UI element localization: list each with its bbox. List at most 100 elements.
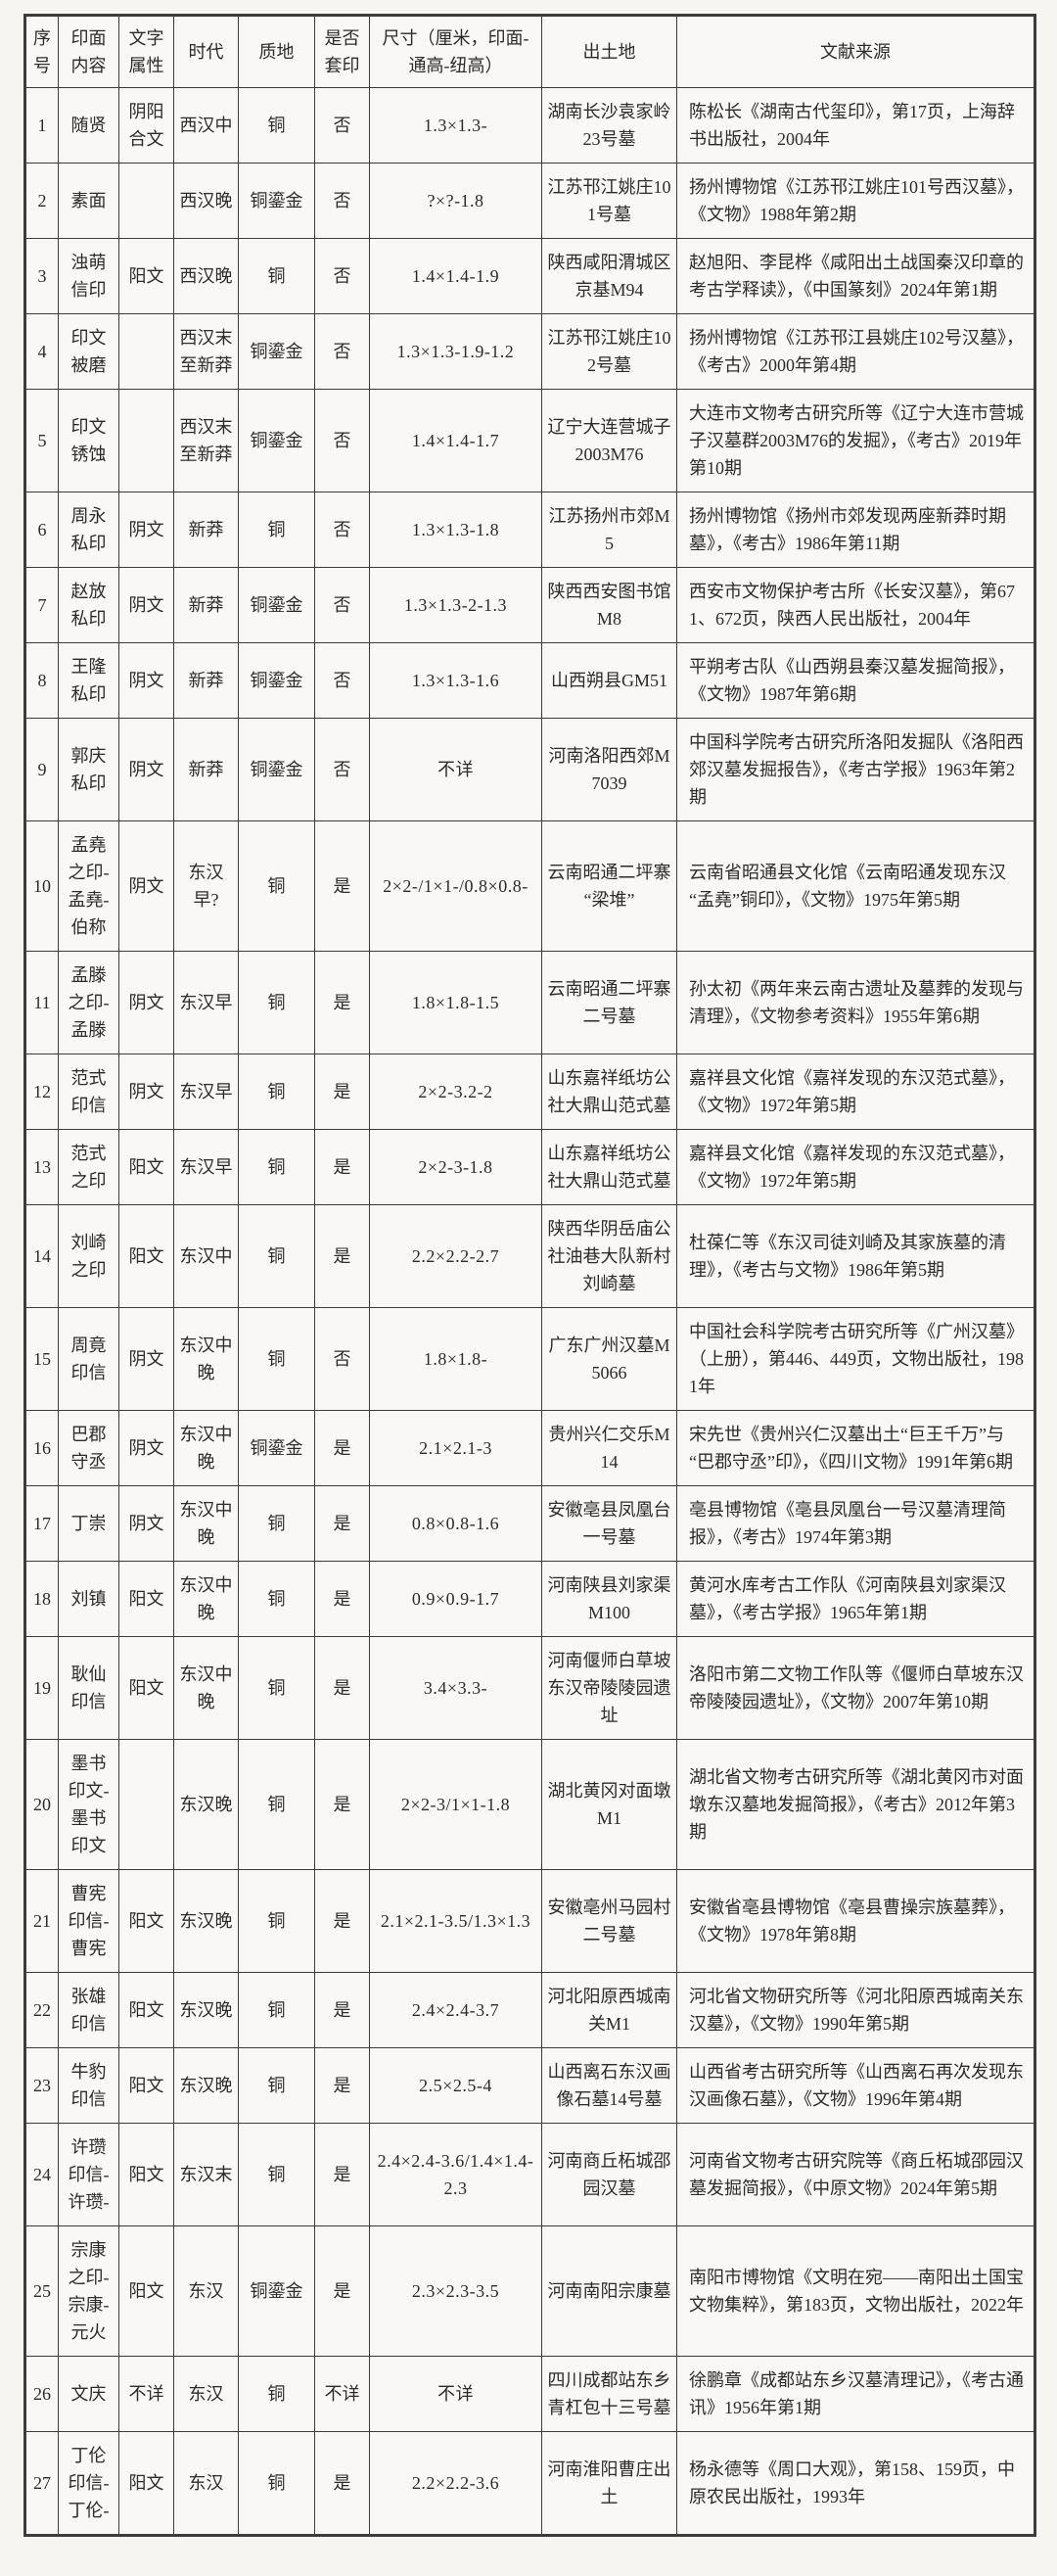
column-header-era: 时代 [173,15,239,88]
cell-number: 8 [24,642,59,719]
table-row-2: 2 素面 西汉晚 铜鎏金否 ?×?-1.8 江苏邗江姚庄101号墓 扬州博物馆《江苏邗江姚庄… [24,163,1035,239]
cell-script-attribute: 阴文 [118,718,174,821]
cell-script-attribute [118,313,174,390]
cell-number: 21 [24,1869,59,1973]
cell-script-attribute [118,1739,174,1870]
cell-material: 铜鎏金 [238,163,315,239]
cell-site: 陕西华阴岳庙公社油巷大队新村刘崎墓 [541,1204,677,1308]
cell-site: 湖南长沙袁家岭23号墓 [541,87,677,164]
cell-size: 1.3×1.3-1.9-1.2 [369,313,542,390]
cell-site: 河南陕县刘家渠M100 [541,1561,677,1637]
cell-nested: 是 [314,1869,370,1973]
table-row-6: 6 周永私印 阴文 新莽铜否 1.3×1.3-1.8 江苏扬州市郊M5 扬州博物馆《扬州市郊… [24,492,1035,568]
cell-source: 黄河水库考古工作队《河南陕县刘家渠汉墓》，《考古学报》1965年第1期 [676,1561,1035,1637]
cell-size: 不详 [369,2356,542,2432]
cell-script-attribute: 阳文 [118,1972,174,2048]
cell-content: 刘崎之印 [58,1204,119,1308]
table-row-25: 25 宗康之印-宗康-元火 阳文 东汉 铜鎏金是 2.3×2.3-3.5 河南南阳宗康墓 南阳… [24,2225,1035,2357]
cell-number: 6 [24,492,59,568]
column-header-content: 印面内容 [58,15,119,88]
cell-content: 王隆私印 [58,642,119,719]
cell-number: 11 [24,951,59,1054]
cell-number: 2 [24,163,59,239]
cell-content: 耿仙印信 [58,1636,119,1740]
cell-size: 2.2×2.2-2.7 [369,1204,542,1308]
cell-era: 东汉中 [173,1204,239,1308]
cell-nested: 是 [314,951,370,1054]
cell-era: 新莽 [173,642,239,719]
cell-nested: 是 [314,1204,370,1308]
cell-era: 西汉晚 [173,238,239,314]
cell-site: 河南洛阳西郊M7039 [541,718,677,821]
cell-size: 2×2-3-1.8 [369,1129,542,1205]
cell-source: 嘉祥县文化馆《嘉祥发现的东汉范式墓》，《文物》1972年第5期 [676,1054,1035,1130]
cell-era: 东汉 [173,2225,239,2357]
cell-source: 杜葆仁等《东汉司徒刘崎及其家族墓的清理》，《考古与文物》1986年第5期 [676,1204,1035,1308]
cell-site: 四川成都站东乡青杠包十三号墓 [541,2356,677,2432]
cell-script-attribute: 不详 [118,2356,174,2432]
cell-size: 2.1×2.1-3 [369,1410,542,1486]
cell-nested: 否 [314,718,370,821]
cell-content: 许瓒印信-许瓒- [58,2123,119,2226]
cell-source: 中国社会科学院考古研究所等《广州汉墓》（上册），第446、449页，文物出版社，… [676,1307,1035,1411]
cell-material: 铜 [238,1739,315,1870]
cell-nested: 是 [314,1972,370,2048]
cell-material: 铜 [238,951,315,1054]
cell-site: 安徽亳州马园村二号墓 [541,1869,677,1973]
cell-size: 2.4×2.4-3.6/1.4×1.4-2.3 [369,2123,542,2226]
table-row-8: 8 王隆私印 阴文 新莽 铜鎏金否 1.3×1.3-1.6 山西朔县GM51 平朔考古队《山西… [24,642,1035,719]
cell-site: 江苏邗江姚庄101号墓 [541,163,677,239]
table-row-12: 12 范式印信 阴文 东汉早铜是 2×2-3.2-2 山东嘉祥纸坊公社大鼎山范式墓 嘉祥县文… [24,1054,1035,1130]
table-header-row: 序号 印面内容 文字属性 时代 质地 是否套印 尺寸（厘米，印面-通高-纽高） 出土地 文献来源 [24,15,1035,88]
cell-number: 4 [24,313,59,390]
cell-era: 东汉晚 [173,2047,239,2124]
cell-script-attribute: 阴文 [118,1307,174,1411]
cell-size: 1.3×1.3-1.8 [369,492,542,568]
cell-era: 东汉早? [173,820,239,952]
column-header-number: 序号 [24,15,59,88]
cell-content: 刘镇 [58,1561,119,1637]
seal-catalog-table: 序号 印面内容 文字属性 时代 质地 是否套印 尺寸（厘米，印面-通高-纽高） 出土地 文献来源… [23,14,1036,2537]
cell-source: 嘉祥县文化馆《嘉祥发现的东汉范式墓》，《文物》1972年第5期 [676,1129,1035,1205]
cell-size: 2.1×2.1-3.5/1.3×1.3 [369,1869,542,1973]
cell-number: 9 [24,718,59,821]
cell-nested: 是 [314,1410,370,1486]
table-row-9: 9 郭庆私印 阴文 新莽 铜鎏金否不详 河南洛阳西郊M7039 中国科学院考古研究所洛阳发掘… [24,718,1035,821]
cell-content: 印文被磨 [58,313,119,390]
cell-era: 东汉晚 [173,1869,239,1973]
cell-site: 贵州兴仁交乐M14 [541,1410,677,1486]
cell-era: 东汉中晚 [173,1307,239,1411]
cell-source: 河南省文物考古研究院等《商丘柘城邵园汉墓发掘简报》，《中原文物》2024年第5期 [676,2123,1035,2226]
cell-material: 铜鎏金 [238,389,315,492]
cell-nested: 是 [314,1739,370,1870]
cell-nested: 否 [314,567,370,643]
cell-source: 河北省文物研究所等《河北阳原西城南关东汉墓》，《文物》1990年第5期 [676,1972,1035,2048]
cell-era: 新莽 [173,492,239,568]
cell-script-attribute: 阴文 [118,1410,174,1486]
cell-site: 河北阳原西城南关M1 [541,1972,677,2048]
cell-size: 2.3×2.3-3.5 [369,2225,542,2357]
cell-nested: 是 [314,2123,370,2226]
cell-content: 孟滕之印-孟滕 [58,951,119,1054]
table-row-14: 14 刘崎之印 阳文 东汉中铜是 2.2×2.2-2.7 陕西华阴岳庙公社油巷大队新村刘崎… [24,1204,1035,1308]
cell-number: 16 [24,1410,59,1486]
cell-era: 东汉中晚 [173,1636,239,1740]
cell-site: 山东嘉祥纸坊公社大鼎山范式墓 [541,1054,677,1130]
cell-era: 新莽 [173,567,239,643]
table-body: 1 随贤 阴阳合文 西汉中铜否 1.3×1.3- 湖南长沙袁家岭23号墓 陈松长《湖南古代玺… [24,87,1035,2536]
cell-content: 周竟印信 [58,1307,119,1411]
cell-number: 3 [24,238,59,314]
table-row-21: 21 曹宪印信-曹宪 阳文 东汉晚铜是 2.1×2.1-3.5/1.3×1.3 安徽亳州马… [24,1869,1035,1973]
cell-number: 13 [24,1129,59,1205]
cell-era: 西汉末至新莽 [173,313,239,390]
cell-material: 铜 [238,1561,315,1637]
cell-nested: 不详 [314,2356,370,2432]
cell-source: 安徽省亳县博物馆《亳县曹操宗族墓葬》，《文物》1978年第8期 [676,1869,1035,1973]
cell-script-attribute: 阴文 [118,567,174,643]
cell-nested: 是 [314,2431,370,2536]
cell-source: 西安市文物保护考古所《长安汉墓》，第671、672页，陕西人民出版社，2004年 [676,567,1035,643]
cell-nested: 是 [314,2225,370,2357]
cell-era: 东汉 [173,2431,239,2536]
cell-script-attribute [118,389,174,492]
cell-material: 铜 [238,2123,315,2226]
